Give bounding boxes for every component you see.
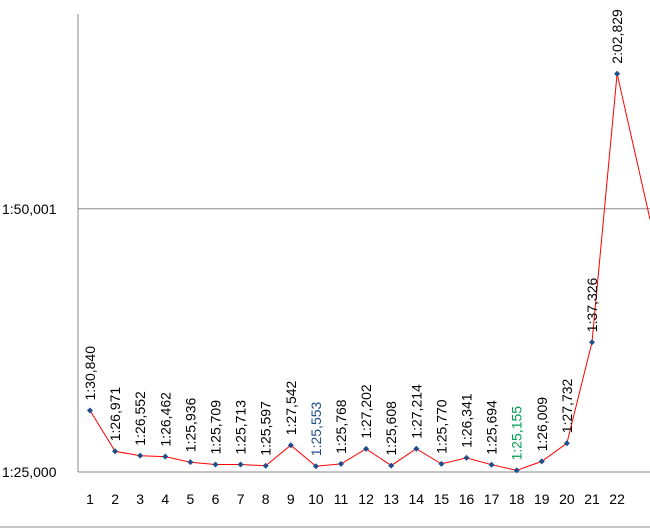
data-point xyxy=(538,458,545,465)
data-label: 1:37,326 xyxy=(584,277,600,332)
x-tick-label: 13 xyxy=(383,491,399,507)
data-point xyxy=(112,448,119,455)
x-tick-label: 15 xyxy=(434,491,450,507)
data-point xyxy=(287,442,294,449)
x-tick-label: 21 xyxy=(584,491,600,507)
data-point xyxy=(338,460,344,467)
data-label: 1:27,542 xyxy=(283,380,299,435)
x-tick-label: 17 xyxy=(484,491,500,507)
x-tick-label: 18 xyxy=(509,491,525,507)
data-label: 1:25,713 xyxy=(233,400,249,455)
data-point xyxy=(463,454,470,461)
x-tick-label: 1 xyxy=(86,491,94,507)
data-point xyxy=(212,461,219,468)
x-tick-label: 2 xyxy=(111,491,119,507)
data-label: 1:25,768 xyxy=(333,399,349,454)
x-tick-label: 9 xyxy=(287,491,295,507)
data-label: 2:02,829 xyxy=(609,9,625,64)
x-tick-label: 14 xyxy=(409,491,425,507)
data-labels: 1:30,840 1:26,971 1:26,552 1:26,462 1:25,936… xyxy=(82,9,625,460)
data-label: 1:27,732 xyxy=(559,378,575,433)
data-point xyxy=(312,463,319,470)
x-tick-label: 8 xyxy=(262,491,270,507)
data-label: 1:27,202 xyxy=(358,384,374,439)
data-label: 1:25,553 xyxy=(308,401,324,456)
data-point xyxy=(363,445,370,452)
data-point xyxy=(438,460,445,467)
data-points xyxy=(87,70,621,474)
data-point xyxy=(137,452,144,459)
x-tick-label: 10 xyxy=(308,491,324,507)
data-label: 1:26,971 xyxy=(107,387,123,442)
data-point xyxy=(589,339,595,346)
data-point xyxy=(488,461,495,468)
x-tick-label: 12 xyxy=(358,491,374,507)
data-point xyxy=(262,462,269,469)
data-label: 1:25,597 xyxy=(258,401,274,456)
data-label: 1:26,552 xyxy=(132,391,148,446)
y-tick-label: 1:25,000 xyxy=(2,464,57,480)
data-label: 1:25,155 xyxy=(509,406,525,461)
data-point xyxy=(513,467,520,474)
data-point xyxy=(87,407,93,414)
x-tick-label: 4 xyxy=(161,491,169,507)
data-label: 1:30,840 xyxy=(82,346,98,401)
x-tick-label: 5 xyxy=(187,491,195,507)
x-tick-label: 22 xyxy=(609,491,625,507)
data-point xyxy=(614,70,621,77)
x-tick-label: 7 xyxy=(237,491,245,507)
data-point xyxy=(388,462,395,469)
data-point xyxy=(162,453,169,460)
x-tick-label: 16 xyxy=(459,491,475,507)
y-tick-label: 1:50,001 xyxy=(2,201,57,217)
x-tick-label: 3 xyxy=(136,491,144,507)
data-point xyxy=(563,440,570,447)
data-label: 1:25,770 xyxy=(433,399,449,454)
data-label: 1:26,462 xyxy=(157,392,173,447)
data-label: 1:25,694 xyxy=(484,400,500,455)
data-point xyxy=(187,459,194,466)
data-label: 1:25,608 xyxy=(383,401,399,456)
data-label: 1:26,341 xyxy=(459,393,475,448)
x-tick-labels: 1 2 3 4 5 6 7 8 9 10 11 12 13 14 15 16 17 18 19 20 21 22 xyxy=(86,491,625,507)
data-label: 1:25,936 xyxy=(182,397,198,452)
x-tick-label: 11 xyxy=(334,491,349,507)
data-label: 1:26,009 xyxy=(534,397,550,452)
data-point xyxy=(237,461,244,468)
y-tick-labels: 1:25,000 1:50,001 xyxy=(2,201,57,480)
x-tick-label: 19 xyxy=(534,491,550,507)
data-label: 1:25,709 xyxy=(208,400,224,455)
data-point xyxy=(413,445,420,452)
x-tick-label: 20 xyxy=(559,491,575,507)
x-tick-label: 6 xyxy=(212,491,220,507)
data-label: 1:27,214 xyxy=(408,384,424,439)
